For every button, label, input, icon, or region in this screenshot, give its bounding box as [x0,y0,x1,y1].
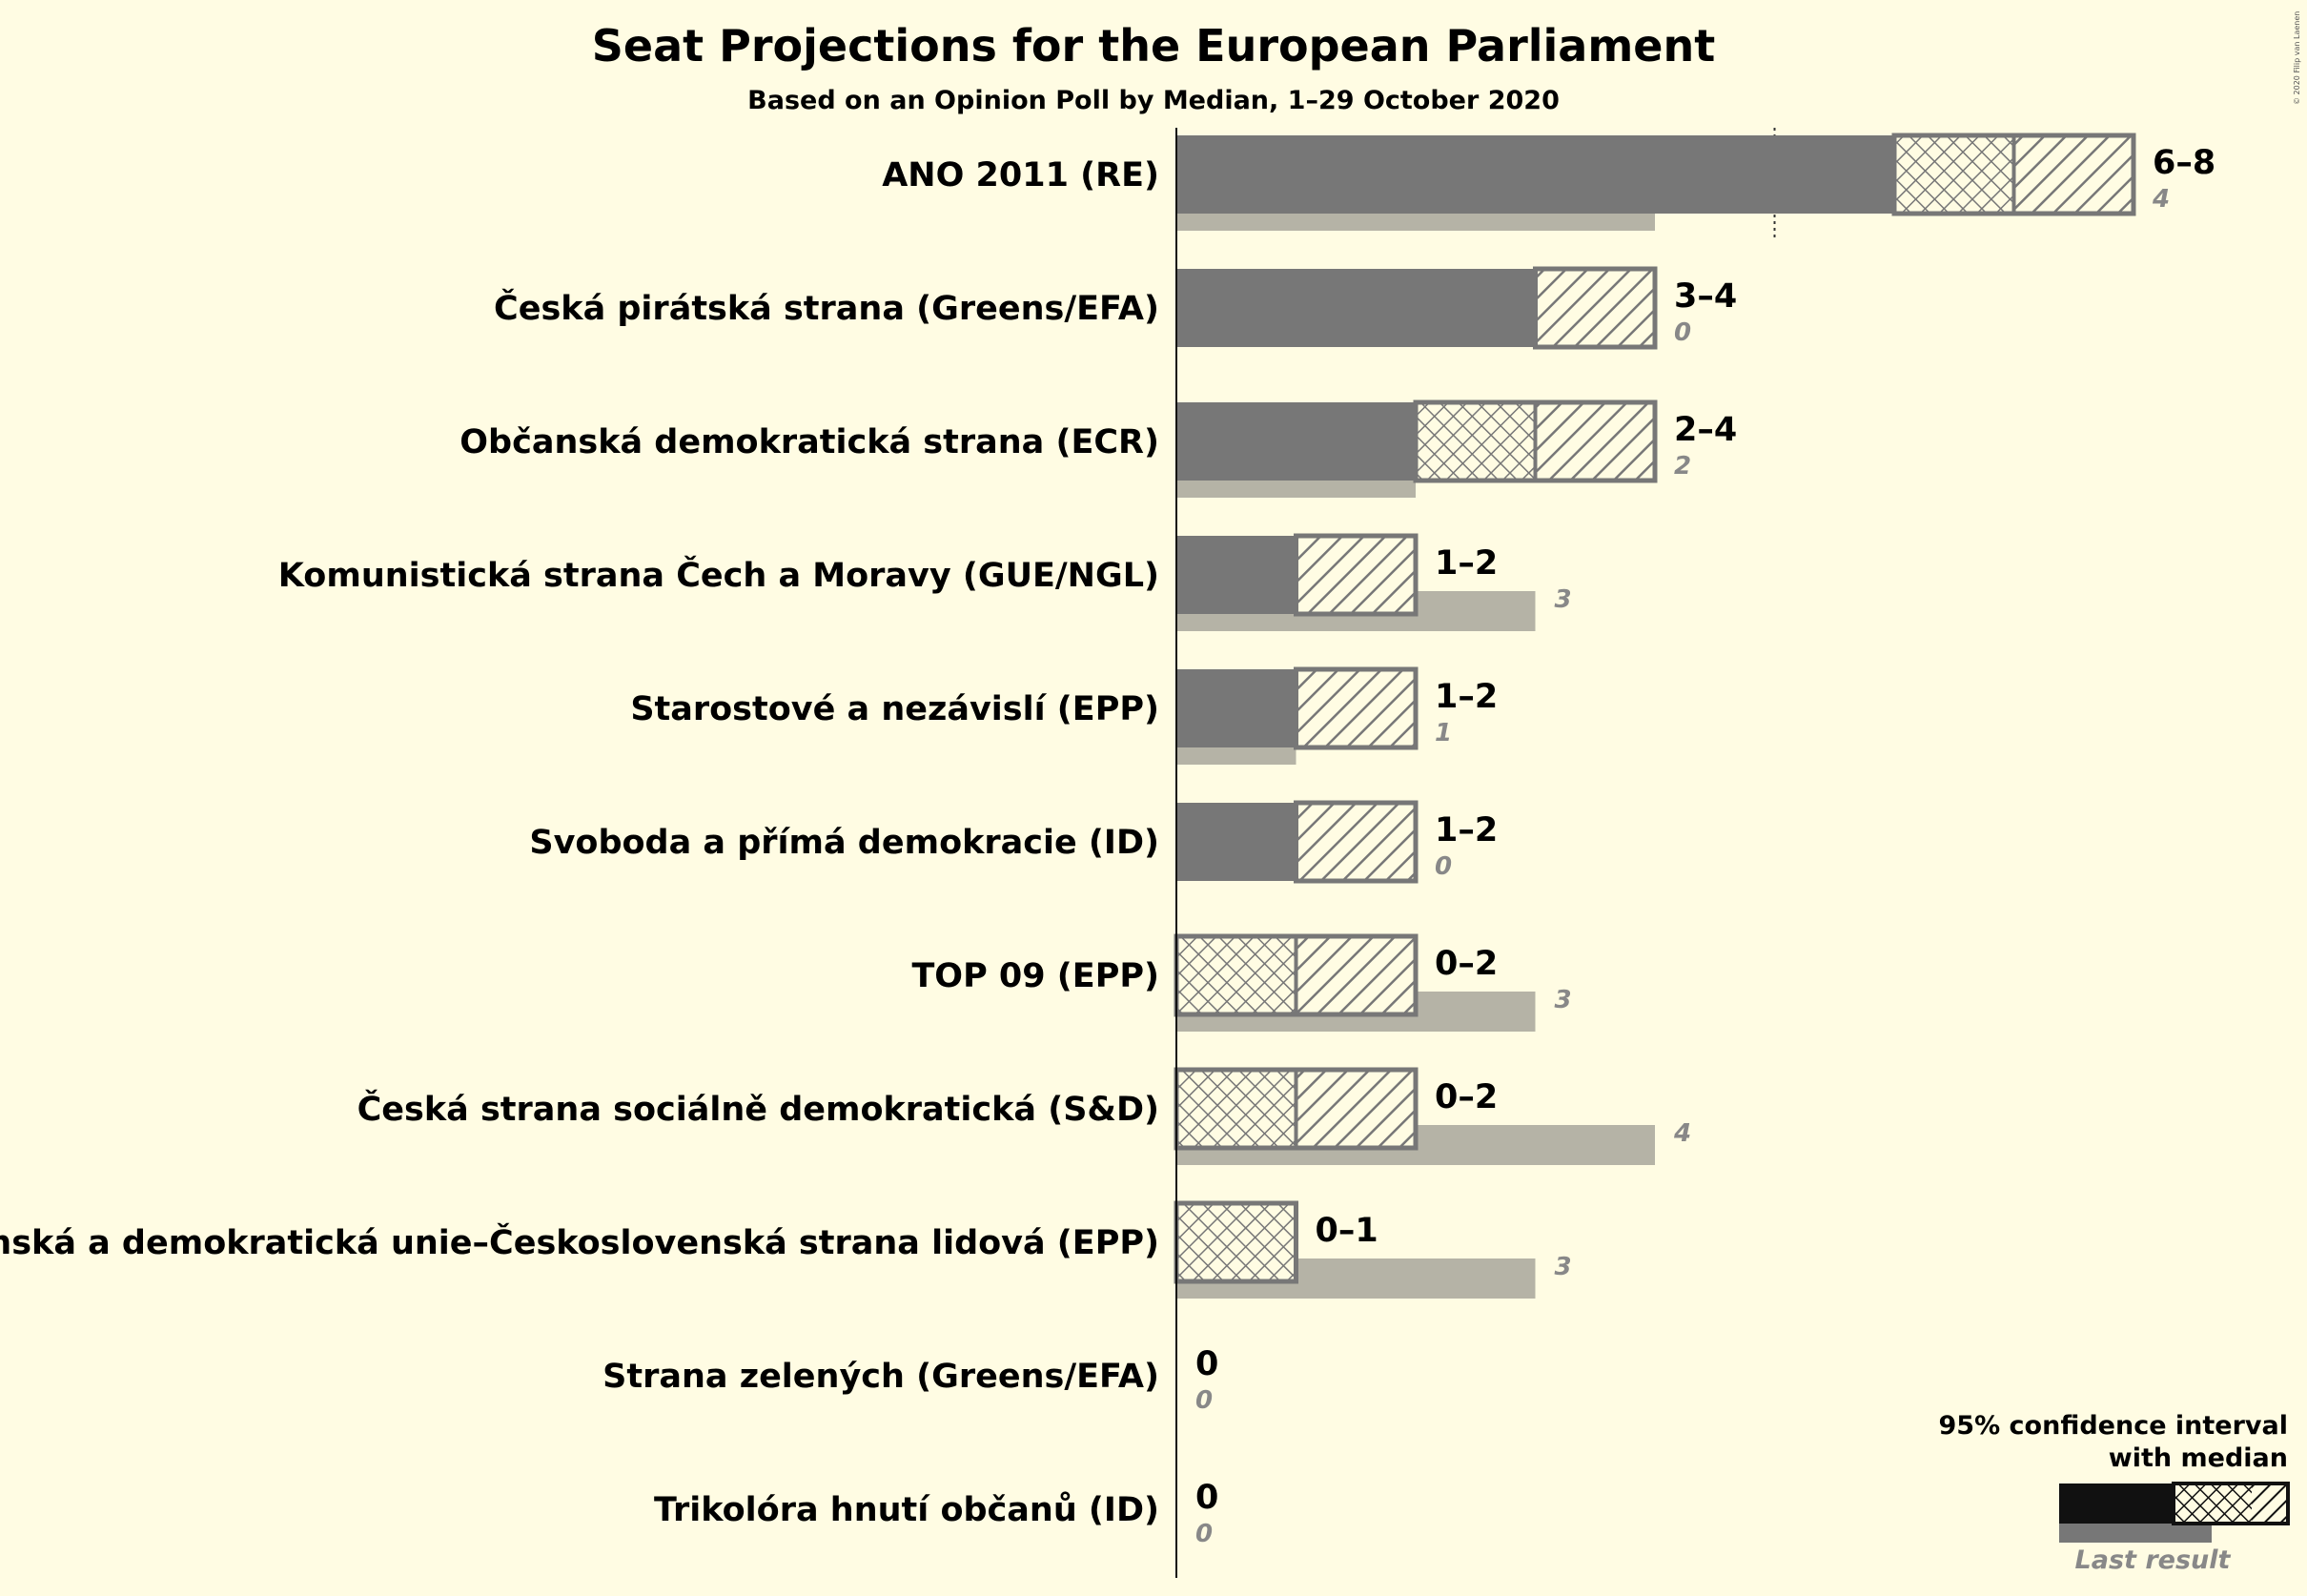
confidence-interval-outline [1294,666,1419,750]
seat-range-label: 0–1 [1316,1212,1378,1250]
party-row: Komunistická strana Čech a Moravy (GUE/N… [278,533,1572,631]
seat-range-label: 0 [1195,1345,1218,1383]
confidence-interval-outline [1533,266,1658,350]
interval-hatch-bar [1296,1070,1416,1148]
seat-range-label: 1–2 [1435,678,1498,716]
median-crosshatch-bar [1176,1203,1296,1281]
party-row: Křesťanská a demokratická unie–Českoslov… [0,1200,1572,1299]
legend-last-result-label: Last result [2075,1545,2232,1575]
last-result-label: 0 [1195,1520,1213,1548]
party-row: Starostové a nezávislí (EPP) 1–2 1 [630,666,1498,765]
party-row: Strana zelených (Greens/EFA) 0 0 [602,1345,1218,1415]
median-crosshatch-bar [1176,1070,1296,1148]
projection-solid-bar [1176,269,1536,347]
legend-interval-outline [2172,1482,2290,1525]
last-result-label: 3 [1555,986,1572,1014]
party-row: TOP 09 (EPP) 0–2 3 [911,933,1572,1032]
projection-solid-bar [1176,803,1296,881]
chart-title: Seat Projections for the European Parlia… [592,20,1715,72]
projection-solid-bar [1176,669,1296,747]
last-result-label: 2 [1674,452,1691,481]
interval-hatch-bar [1296,669,1416,747]
party-row: Česká strana sociálně demokratická (S&D)… [357,1067,1691,1165]
party-name-label: Komunistická strana Čech a Moravy (GUE/N… [278,555,1159,595]
interval-hatch-bar [1296,536,1416,614]
legend-line1: 95% confidence interval [1939,1411,2288,1441]
confidence-interval-outline [1294,800,1419,884]
party-name-label: Česká pirátská strana (Greens/EFA) [494,288,1159,328]
party-name-label: Trikolóra hnutí občanů (ID) [654,1490,1159,1529]
legend-interval-hatch [2252,1483,2288,1524]
interval-hatch-bar [1535,402,1655,481]
chart-subtitle: Based on an Opinion Poll by Median, 1–29… [747,86,1560,115]
party-name-label: Svoboda a přímá demokracie (ID) [529,824,1159,862]
median-crosshatch-bar [1894,135,2014,214]
seat-range-label: 2–4 [1674,411,1737,449]
confidence-interval-outline [1294,533,1419,617]
party-name-label: Strana zelených (Greens/EFA) [602,1358,1159,1396]
legend-solid-bar [2059,1483,2174,1524]
seat-range-label: 6–8 [2153,144,2215,182]
seat-range-label: 1–2 [1435,544,1498,583]
party-name-label: Starostové a nezávislí (EPP) [630,690,1159,728]
last-result-label: 4 [2152,185,2170,214]
seat-range-label: 0–2 [1435,945,1498,983]
last-result-label: 3 [1555,585,1572,614]
party-name-label: TOP 09 (EPP) [911,957,1159,995]
party-row: Svoboda a přímá demokracie (ID) 1–2 0 [529,800,1498,884]
party-row: ANO 2011 (RE) 6–8 4 [882,133,2215,231]
party-name-label: Česká strana sociálně demokratická (S&D) [357,1089,1159,1129]
last-result-label: 0 [1674,318,1691,347]
party-row: Česká pirátská strana (Greens/EFA) 3–40 [494,266,1737,350]
projection-solid-bar [1176,135,1894,214]
last-result-label: 4 [1673,1119,1691,1148]
seat-range-label: 3–4 [1674,277,1737,316]
median-crosshatch-bar [1176,936,1296,1014]
last-result-label: 0 [1435,852,1452,881]
interval-hatch-bar [1296,803,1416,881]
median-crosshatch-bar [1416,402,1536,481]
legend-line2: with median [2109,1443,2288,1473]
party-row: Trikolóra hnutí občanů (ID) 0 0 [654,1479,1218,1548]
interval-hatch-bar [1535,269,1655,347]
legend-last-result-bar [2059,1522,2212,1543]
party-name-label: Křesťanská a demokratická unie–Českoslov… [0,1222,1159,1262]
party-name-label: ANO 2011 (RE) [882,156,1159,194]
interval-hatch-bar [2013,135,2133,214]
seat-range-label: 0 [1195,1479,1218,1517]
interval-hatch-bar [1296,936,1416,1014]
party-row: Občanská demokratická strana (ECR) 2–4 2 [459,399,1737,498]
seat-range-label: 0–2 [1435,1078,1498,1116]
legend: 95% confidence interval with median Last… [1939,1411,2290,1575]
projection-solid-bar [1176,402,1416,481]
legend-median-crosshatch [2174,1483,2252,1524]
party-rows: ANO 2011 (RE) 6–8 4 Česká pirátská strana (… [0,128,2215,1548]
seat-range-label: 1–2 [1435,811,1498,849]
projection-solid-bar [1176,536,1296,614]
party-name-label: Občanská demokratická strana (ECR) [459,423,1159,461]
last-result-label: 0 [1195,1386,1213,1415]
last-result-label: 1 [1435,719,1452,747]
copyright-notice: © 2020 Filip van Laenen [2293,11,2301,105]
last-result-label: 3 [1555,1253,1572,1281]
